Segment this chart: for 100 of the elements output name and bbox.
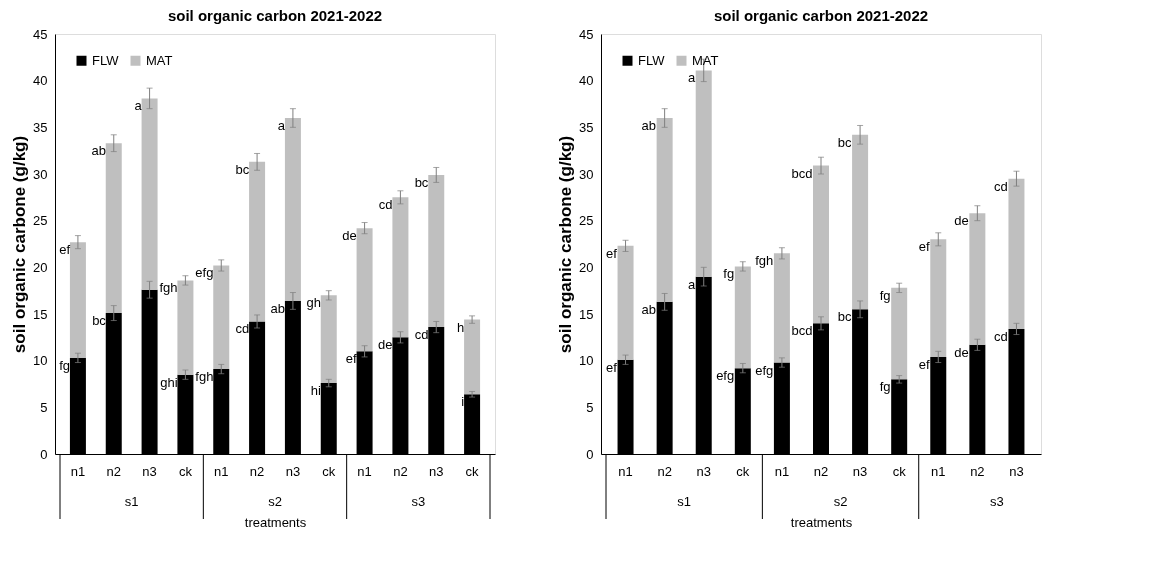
data-label: h bbox=[456, 319, 465, 335]
data-label: efg bbox=[716, 368, 735, 384]
x-tick-label: n1 bbox=[357, 464, 372, 479]
data-label: fg bbox=[723, 266, 735, 282]
data-label: ef bbox=[918, 239, 931, 255]
data-label: cd bbox=[378, 197, 393, 213]
y-tick-label: 0 bbox=[40, 446, 48, 462]
bar bbox=[141, 98, 158, 290]
x-tick-label: n3 bbox=[696, 464, 711, 479]
y-tick-label: 5 bbox=[586, 399, 594, 415]
x-tick-label: n2 bbox=[970, 464, 985, 479]
data-label: cd bbox=[235, 321, 250, 337]
bar bbox=[464, 319, 481, 395]
bar bbox=[320, 295, 337, 384]
bar bbox=[930, 239, 947, 357]
data-label: fg bbox=[59, 357, 71, 373]
y-tick-label: 10 bbox=[579, 353, 594, 369]
data-label: ab bbox=[91, 143, 106, 159]
y-tick-label: 25 bbox=[33, 213, 48, 229]
data-label: bc bbox=[837, 134, 852, 150]
bar bbox=[773, 253, 790, 363]
data-label: cd bbox=[994, 178, 1008, 194]
bar bbox=[356, 228, 373, 352]
text: s3 bbox=[990, 494, 1004, 509]
bar bbox=[105, 143, 122, 314]
data-label: bc bbox=[235, 161, 250, 177]
x-tick-label: n1 bbox=[774, 464, 790, 479]
data-label: ab bbox=[270, 300, 286, 316]
y-tick-label: 20 bbox=[33, 259, 48, 275]
y-axis-title: soil organic carbone (g/kg) bbox=[10, 135, 30, 354]
x-axis-title: treatments bbox=[790, 514, 853, 530]
y-tick-label: 35 bbox=[579, 119, 594, 135]
data-label: ef bbox=[345, 351, 358, 367]
data-label: fg bbox=[879, 287, 891, 303]
data-label: efg bbox=[755, 362, 774, 378]
x-tick-label: ck bbox=[178, 464, 193, 479]
x-tick-label: n1 bbox=[214, 464, 229, 479]
y-tick-label: 35 bbox=[33, 119, 48, 135]
data-label: bc bbox=[92, 313, 107, 329]
data-label: bc bbox=[414, 174, 429, 190]
bar bbox=[69, 242, 86, 358]
y-tick-label: 30 bbox=[33, 166, 48, 182]
bar bbox=[1008, 178, 1025, 329]
data-label: fgh bbox=[195, 369, 214, 385]
text: s2 bbox=[268, 494, 282, 509]
data-label: efg bbox=[195, 265, 214, 281]
bar bbox=[392, 197, 409, 338]
x-tick-label: n1 bbox=[618, 464, 633, 479]
data-label: cd bbox=[994, 328, 1008, 344]
bar bbox=[213, 265, 230, 370]
chart-title: soil organic carbon 2021-2022 bbox=[713, 7, 929, 24]
data-label: de bbox=[342, 228, 357, 244]
x-tick-label: n2 bbox=[106, 464, 121, 479]
data-label: ef bbox=[606, 245, 618, 261]
bar bbox=[891, 287, 908, 380]
x-tick-label: n1 bbox=[70, 464, 86, 479]
x-tick-label: n2 bbox=[657, 464, 672, 479]
x-tick-label: n2 bbox=[249, 464, 265, 479]
text: s1 bbox=[124, 494, 139, 509]
bar bbox=[249, 161, 266, 322]
data-label: bc bbox=[837, 309, 852, 325]
bar bbox=[617, 245, 634, 360]
chart-title: soil organic carbon 2021-2022 bbox=[167, 7, 383, 24]
y-tick-label: 5 bbox=[40, 399, 48, 415]
x-tick-label: ck bbox=[892, 464, 907, 479]
data-label: ef bbox=[918, 356, 931, 372]
bar bbox=[284, 118, 301, 301]
bar bbox=[969, 213, 986, 345]
text: s1 bbox=[677, 494, 692, 509]
bar bbox=[428, 174, 445, 328]
x-tick-label: n2 bbox=[813, 464, 829, 479]
x-tick-label: ck bbox=[465, 464, 480, 479]
text: s2 bbox=[833, 494, 848, 509]
bar bbox=[813, 165, 829, 324]
y-tick-label: 45 bbox=[579, 26, 594, 42]
data-label: ef bbox=[606, 359, 618, 375]
legend-label: FLW bbox=[92, 52, 120, 68]
y-tick-label: 25 bbox=[579, 213, 594, 229]
x-tick-label: n3 bbox=[142, 464, 157, 479]
data-label: ef bbox=[59, 242, 71, 258]
bar bbox=[695, 70, 712, 277]
x-tick-label: n2 bbox=[393, 464, 408, 479]
data-label: ab bbox=[641, 118, 657, 133]
legend-label: MAT bbox=[692, 52, 719, 68]
bar bbox=[656, 118, 673, 302]
data-label: bcd bbox=[791, 323, 813, 339]
data-label: ab bbox=[641, 301, 657, 317]
data-label: cd bbox=[414, 327, 429, 343]
legend-label: FLW bbox=[638, 52, 666, 68]
y-tick-label: 10 bbox=[33, 353, 48, 369]
data-label: gh bbox=[306, 295, 321, 311]
x-tick-label: ck bbox=[322, 464, 336, 479]
data-label: de bbox=[954, 344, 969, 360]
y-tick-label: 40 bbox=[579, 73, 594, 89]
bar bbox=[734, 266, 751, 369]
y-tick-label: 0 bbox=[586, 446, 594, 462]
data-label: a bbox=[687, 276, 696, 292]
legend-label: MAT bbox=[146, 52, 173, 68]
x-tick-label: n3 bbox=[852, 464, 868, 479]
data-label: i bbox=[461, 394, 465, 410]
